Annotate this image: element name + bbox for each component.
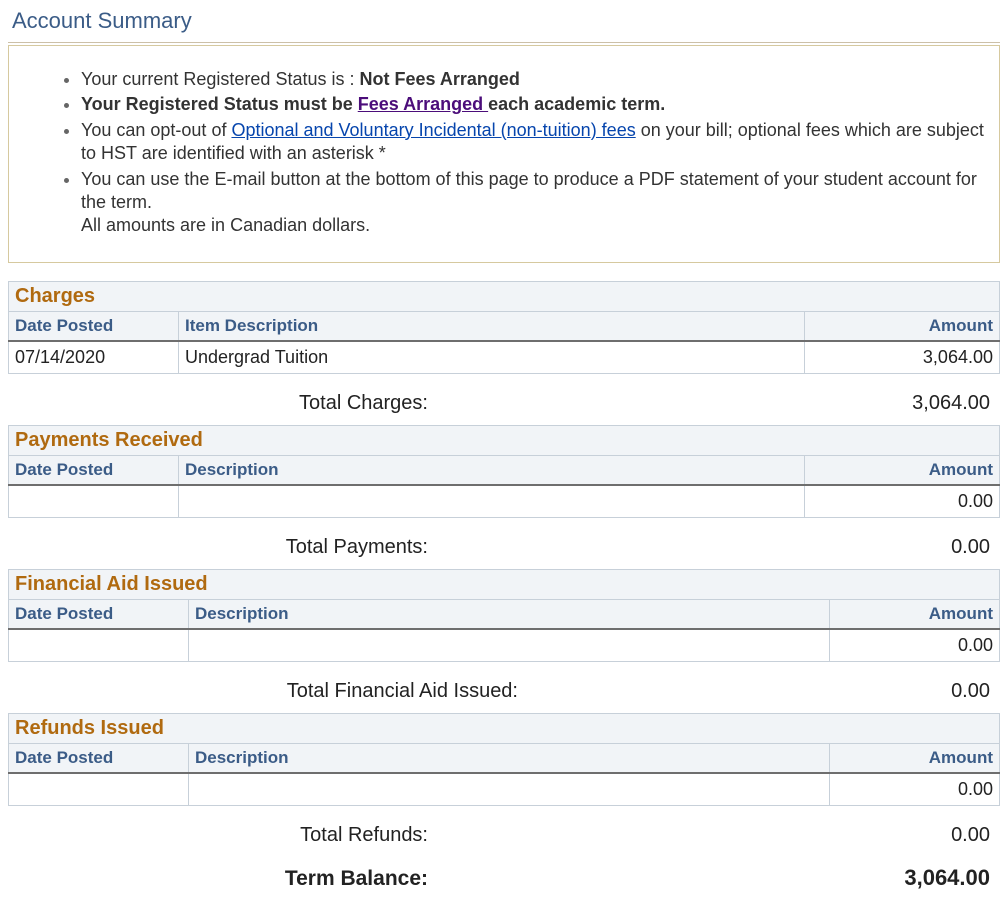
cell-desc: Undergrad Tuition (179, 341, 805, 374)
payments-table: Date Posted Description Amount 0.00 (8, 455, 1000, 518)
charges-table: Date Posted Item Description Amount 07/1… (8, 311, 1000, 374)
table-row: 07/14/2020 Undergrad Tuition 3,064.00 (9, 341, 1000, 374)
cell-amount: 3,064.00 (805, 341, 1000, 374)
cell-amount: 0.00 (830, 773, 1000, 806)
info-bullet-email: You can use the E-mail button at the bot… (81, 168, 987, 238)
table-row: 0.00 (9, 629, 1000, 662)
cell-amount: 0.00 (805, 485, 1000, 518)
page-title: Account Summary (8, 6, 1000, 43)
refunds-table: Date Posted Description Amount 0.00 (8, 743, 1000, 806)
table-row: 0.00 (9, 485, 1000, 518)
total-refunds-label: Total Refunds: (8, 824, 438, 847)
total-finaid-value: 0.00 (528, 680, 1000, 703)
cell-amount: 0.00 (830, 629, 1000, 662)
charges-header: Charges (8, 281, 1000, 311)
term-balance-label: Term Balance: (8, 867, 438, 891)
refunds-col-amount: Amount (830, 743, 1000, 773)
financial-aid-table: Date Posted Description Amount 0.00 (8, 599, 1000, 662)
refunds-col-desc: Description (189, 743, 830, 773)
cell-desc (189, 773, 830, 806)
financial-aid-section: Financial Aid Issued Date Posted Descrip… (8, 569, 1000, 703)
total-refunds-row: Total Refunds: 0.00 (8, 824, 1000, 847)
finaid-col-desc: Description (189, 599, 830, 629)
cell-desc (179, 485, 805, 518)
info-status-prefix: Your current Registered Status is : (81, 69, 359, 89)
financial-aid-header: Financial Aid Issued (8, 569, 1000, 599)
total-charges-value: 3,064.00 (438, 392, 1000, 415)
term-balance-value: 3,064.00 (438, 865, 1000, 891)
total-finaid-label: Total Financial Aid Issued: (8, 680, 528, 703)
payments-col-desc: Description (179, 455, 805, 485)
table-row: 0.00 (9, 773, 1000, 806)
info-status-value: Not Fees Arranged (359, 69, 519, 89)
info-bullet-must-be: Your Registered Status must be Fees Arra… (81, 93, 987, 116)
total-charges-label: Total Charges: (8, 392, 438, 415)
payments-header: Payments Received (8, 425, 1000, 455)
info-email-line1: You can use the E-mail button at the bot… (81, 169, 977, 212)
term-balance-row: Term Balance: 3,064.00 (8, 865, 1000, 891)
fees-arranged-link[interactable]: Fees Arranged (358, 94, 488, 114)
info-bullet-status: Your current Registered Status is : Not … (81, 68, 987, 91)
total-payments-row: Total Payments: 0.00 (8, 536, 1000, 559)
cell-date (9, 629, 189, 662)
refunds-col-date: Date Posted (9, 743, 189, 773)
total-payments-value: 0.00 (438, 536, 1000, 559)
total-refunds-value: 0.00 (438, 824, 1000, 847)
charges-col-amount: Amount (805, 311, 1000, 341)
optional-fees-link[interactable]: Optional and Voluntary Incidental (non-t… (231, 120, 635, 140)
charges-section: Charges Date Posted Item Description Amo… (8, 281, 1000, 415)
refunds-section: Refunds Issued Date Posted Description A… (8, 713, 1000, 891)
finaid-col-date: Date Posted (9, 599, 189, 629)
payments-col-amount: Amount (805, 455, 1000, 485)
info-bullet-optout: You can opt-out of Optional and Voluntar… (81, 119, 987, 166)
cell-date: 07/14/2020 (9, 341, 179, 374)
payments-col-date: Date Posted (9, 455, 179, 485)
cell-desc (189, 629, 830, 662)
payments-section: Payments Received Date Posted Descriptio… (8, 425, 1000, 559)
cell-date (9, 773, 189, 806)
charges-col-desc: Item Description (179, 311, 805, 341)
info-email-line2: All amounts are in Canadian dollars. (81, 215, 370, 235)
total-finaid-row: Total Financial Aid Issued: 0.00 (8, 680, 1000, 703)
info-box: Your current Registered Status is : Not … (8, 45, 1000, 263)
total-payments-label: Total Payments: (8, 536, 438, 559)
info-mustbe-suffix: each academic term. (488, 94, 665, 114)
info-optout-prefix: You can opt-out of (81, 120, 231, 140)
refunds-header: Refunds Issued (8, 713, 1000, 743)
info-mustbe-prefix: Your Registered Status must be (81, 94, 358, 114)
charges-col-date: Date Posted (9, 311, 179, 341)
finaid-col-amount: Amount (830, 599, 1000, 629)
cell-date (9, 485, 179, 518)
total-charges-row: Total Charges: 3,064.00 (8, 392, 1000, 415)
